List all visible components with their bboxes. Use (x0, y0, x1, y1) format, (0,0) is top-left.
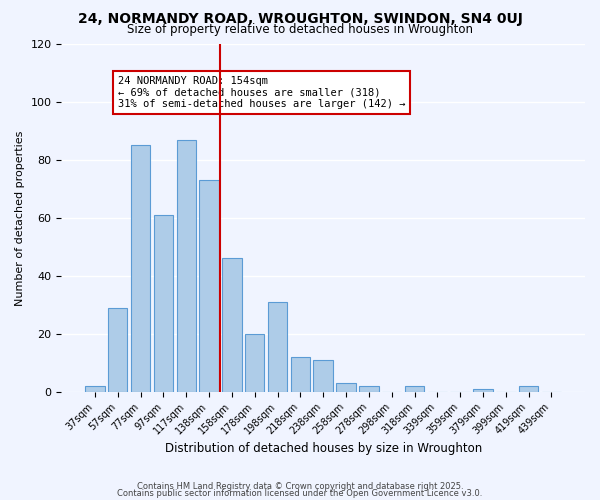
Bar (290, 357, 310, 392)
Bar (85, 386, 104, 392)
Bar (222, 258, 242, 392)
Text: 24 NORMANDY ROAD: 154sqm
← 69% of detached houses are smaller (318)
31% of semi-: 24 NORMANDY ROAD: 154sqm ← 69% of detach… (118, 76, 405, 109)
Bar (359, 386, 379, 392)
Bar (154, 215, 173, 392)
Bar (108, 308, 127, 392)
Bar (245, 334, 265, 392)
Text: Size of property relative to detached houses in Wroughton: Size of property relative to detached ho… (127, 22, 473, 36)
Text: Contains public sector information licensed under the Open Government Licence v3: Contains public sector information licen… (118, 488, 482, 498)
Bar (337, 383, 356, 392)
Bar (199, 180, 219, 392)
Y-axis label: Number of detached properties: Number of detached properties (15, 130, 25, 306)
Bar (473, 389, 493, 392)
Bar (176, 140, 196, 392)
Bar (519, 386, 538, 392)
Bar (131, 146, 150, 392)
Bar (313, 360, 333, 392)
Text: Contains HM Land Registry data © Crown copyright and database right 2025.: Contains HM Land Registry data © Crown c… (137, 482, 463, 491)
Bar (268, 302, 287, 392)
Text: 24, NORMANDY ROAD, WROUGHTON, SWINDON, SN4 0UJ: 24, NORMANDY ROAD, WROUGHTON, SWINDON, S… (77, 12, 523, 26)
Bar (405, 386, 424, 392)
X-axis label: Distribution of detached houses by size in Wroughton: Distribution of detached houses by size … (164, 442, 482, 455)
